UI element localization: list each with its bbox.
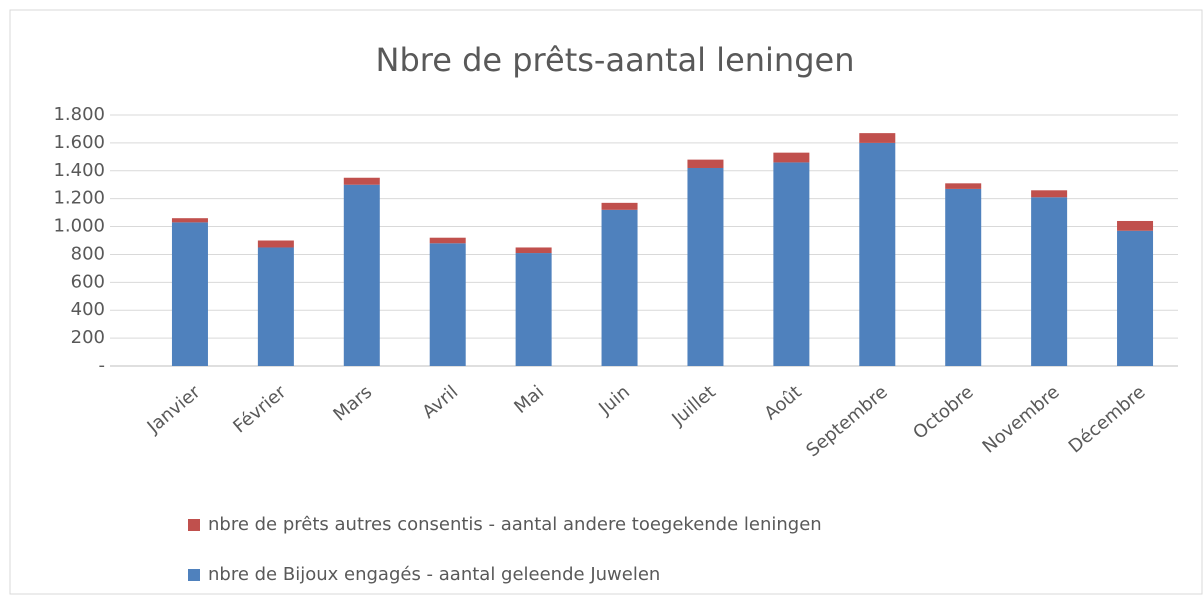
bar-segment xyxy=(1031,197,1068,366)
y-tick-label: - xyxy=(99,355,106,376)
bar-segment xyxy=(773,162,810,366)
y-tick-label: 1.800 xyxy=(53,104,105,125)
x-tick-label: Juin xyxy=(594,382,634,420)
bar-segment xyxy=(257,247,294,366)
bar-segment xyxy=(1117,220,1154,231)
x-tick-label: Avril xyxy=(419,382,463,423)
legend-swatch xyxy=(188,519,200,531)
y-tick-label: 1.600 xyxy=(53,132,105,153)
x-tick-label: Décembre xyxy=(1065,382,1150,458)
bar-segment xyxy=(859,142,896,366)
bar-segment xyxy=(773,152,810,163)
chart-title: Nbre de prêts-aantal leningen xyxy=(376,41,855,79)
y-tick-label: 1.200 xyxy=(53,188,105,209)
x-tick-label: Juillet xyxy=(667,382,719,431)
x-tick-label: Août xyxy=(761,382,806,425)
x-tick-label: Mars xyxy=(330,382,377,426)
y-tick-label: 1.000 xyxy=(53,216,105,237)
bar-segment xyxy=(343,177,380,185)
bar-segment xyxy=(515,247,552,254)
bar-segment xyxy=(1031,190,1068,198)
bar-segment xyxy=(687,167,724,366)
x-tick-label: Septembre xyxy=(802,382,891,462)
bar-segment xyxy=(171,222,208,366)
bar-segment xyxy=(601,202,638,210)
chart-frame xyxy=(9,9,1203,595)
legend-label: nbre de Bijoux engagés - aantal geleende… xyxy=(208,564,660,585)
x-tick-label: Mai xyxy=(510,382,548,418)
bar-segment xyxy=(429,237,466,244)
bar-segment xyxy=(945,188,982,366)
x-tick-label: Février xyxy=(229,381,290,437)
legend-label: nbre de prêts autres consentis - aantal … xyxy=(208,514,822,535)
x-tick-label: Janvier xyxy=(143,381,205,438)
legend-swatch xyxy=(188,569,200,581)
x-tick-label: Octobre xyxy=(909,382,977,444)
bar-segment xyxy=(945,183,982,189)
y-tick-label: 200 xyxy=(71,327,105,348)
bar-segment xyxy=(429,243,466,366)
bar-segment xyxy=(859,133,896,143)
y-tick-label: 600 xyxy=(71,271,105,292)
bar-segment xyxy=(515,253,552,366)
bar-segment xyxy=(687,159,724,168)
y-tick-label: 1.400 xyxy=(53,160,105,181)
bar-segment xyxy=(601,209,638,366)
x-tick-label: Novembre xyxy=(979,382,1064,458)
bar-segment xyxy=(257,240,294,248)
y-tick-label: 800 xyxy=(71,243,105,264)
bar-segment xyxy=(1117,230,1154,366)
bar-segment xyxy=(171,218,208,223)
bar-segment xyxy=(343,184,380,366)
y-tick-label: 400 xyxy=(71,299,105,320)
